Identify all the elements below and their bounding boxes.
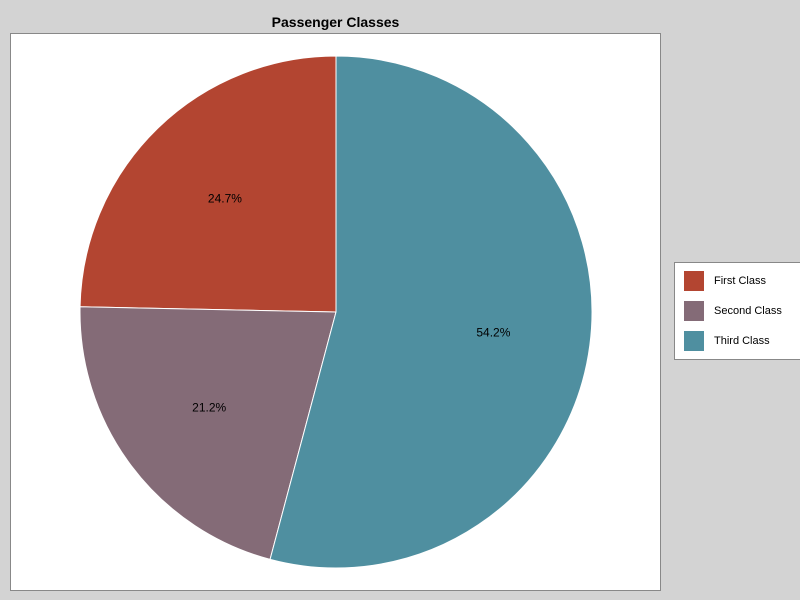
pie-slice-first-class xyxy=(79,55,337,313)
pie-label-third-class: 54.2% xyxy=(476,326,510,340)
legend-item-first-class: First Class xyxy=(684,271,800,291)
legend-swatch-first-class xyxy=(684,271,704,291)
pie-label-second-class: 21.2% xyxy=(192,400,226,414)
legend-swatch-second-class xyxy=(684,301,704,321)
legend-swatch-third-class xyxy=(684,331,704,351)
legend-label-second-class: Second Class xyxy=(714,305,782,317)
pie-slice-second-class xyxy=(79,306,337,560)
plot-area: 24.7% 21.2% 54.2% xyxy=(10,33,661,591)
legend-label-third-class: Third Class xyxy=(714,335,770,347)
legend-label-first-class: First Class xyxy=(714,275,766,287)
legend: First Class Second Class Third Class xyxy=(674,262,800,360)
pie-label-first-class: 24.7% xyxy=(208,192,242,206)
legend-item-third-class: Third Class xyxy=(684,331,800,351)
pie-slice-third-class xyxy=(269,55,593,569)
pie-chart: 24.7% 21.2% 54.2% xyxy=(79,55,593,569)
legend-item-second-class: Second Class xyxy=(684,301,800,321)
chart-title: Passenger Classes xyxy=(271,14,400,30)
